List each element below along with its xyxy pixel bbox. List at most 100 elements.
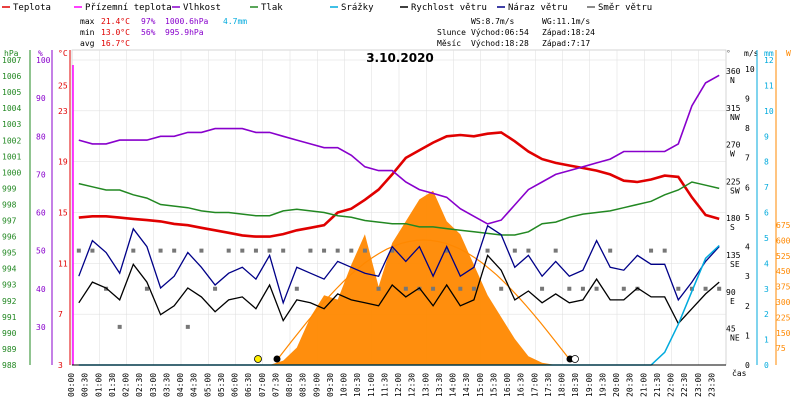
x-tick: 12:30 [408,373,417,397]
wind-dir-point [662,248,667,253]
legend-label-1: Přízemní teplota [85,3,172,13]
solar-tick: 150 [776,329,791,338]
hpa-tick: 1006 [2,72,21,81]
mm-tick: 9 [764,132,769,141]
wind-dir-point [131,248,136,253]
hpa-tick: 1003 [2,120,21,129]
dir-tick-name: W [730,150,735,159]
x-tick: 10:30 [353,373,362,397]
dir-tick-name: S [730,223,735,232]
left-axes: hPa% °C 988 989 990 991 992 993 994 995 996 997 998 9… [2,49,71,370]
x-tick: 01:30 [108,373,117,397]
hpa-tick: 995 [2,249,17,258]
hpa-tick: 991 [2,313,17,322]
x-tick: 07:00 [258,373,267,397]
hpa-tick: 988 [2,361,17,370]
hpa-tick: 996 [2,233,17,242]
x-tick: 11:00 [367,373,376,397]
x-tick: 18:30 [571,373,580,397]
x-tick: 04:00 [176,373,185,397]
wind-wg: WG:11.1m/s [542,17,590,26]
x-tick: 20:00 [612,373,621,397]
x-tick: 18:00 [558,373,567,397]
ms-tick: 8 [745,124,750,133]
wind-dir-point [540,286,545,291]
moonrise-icon [571,355,579,363]
wind-dir-point [403,286,408,291]
pct-tick: 40 [36,285,46,294]
x-tick: 13:00 [421,373,430,397]
wind-dir-point [158,248,163,253]
wind-dir-point [621,286,626,291]
humidity-line [78,74,720,225]
wind-dir-point [362,248,367,253]
hpa-tick: 1000 [2,168,21,177]
dir-tick-val: 360 [726,67,741,76]
hpa-tick: 1004 [2,104,21,113]
x-tick: 13:30 [435,373,444,397]
hpa-tick: 989 [2,345,17,354]
x-tick: 23:00 [694,373,703,397]
moon-label: Měsíc [437,39,461,48]
stat-max-rain: 4.7mm [223,17,247,26]
degc-tick: 15 [58,209,68,218]
degc-tick: 23 [58,107,68,116]
x-tick: 15:00 [476,373,485,397]
pct-tick: 60 [36,209,46,218]
x-tick: 12:00 [394,373,403,397]
x-tick: 16:00 [503,373,512,397]
hpa-tick: 1001 [2,152,21,161]
hpa-tick: 999 [2,184,17,193]
x-tick: 03:00 [149,373,158,397]
wind-dir-point [499,286,504,291]
degc-tick: 3 [58,361,63,370]
x-tick: 16:30 [517,373,526,397]
unit-pct: % [38,49,43,58]
ms-tick: 9 [745,94,750,103]
wind-dir-point [281,248,286,253]
sun-rise: Východ:06:54 [471,28,529,37]
x-tick: 17:00 [530,373,539,397]
wind-dir-point [580,286,585,291]
dir-tick-val: 315 [726,104,741,113]
degc-tick: 19 [58,158,68,167]
x-tick: 04:30 [190,373,199,397]
stat-min-pres: 995.9hPa [165,28,204,37]
dir-tick-name: SE [730,260,740,269]
wind-dir-point [213,286,218,291]
legend-label-6: Náraz větru [508,3,568,13]
wind-dir-point [471,286,476,291]
stat-max-label: max [80,17,95,26]
wind-dir-point [117,324,122,329]
unit-w: W [786,49,791,58]
chart-date: 3.10.2020 [366,51,434,65]
solar-tick: 375 [776,283,791,292]
ms-tick: 1 [745,331,750,340]
wind-dir-point [144,286,149,291]
unit-ms: m/s [744,49,759,58]
stat-avg-label: avg [80,39,95,48]
x-tick: 22:30 [680,373,689,397]
wind-dir-point [567,286,572,291]
hpa-tick: 997 [2,217,17,226]
x-tick: 21:00 [639,373,648,397]
stat-max-temp: 21.4°C [101,17,130,26]
x-tick: 22:00 [667,373,676,397]
pct-tick: 30 [36,323,46,332]
wind-dir-point [226,248,231,253]
wind-dir-point [322,248,327,253]
wind-dir-point [240,248,245,253]
wind-dir-point [267,248,272,253]
x-tick: 06:30 [244,373,253,397]
mm-tick: 3 [764,285,769,294]
moon-set-icon [254,355,262,363]
dir-tick-name: NW [730,113,740,122]
dir-tick-val: 45 [726,325,736,334]
solar-tick: 450 [776,267,791,276]
wind-dir-point [376,286,381,291]
wind-dir-point [594,286,599,291]
wind-dir-point [172,248,177,253]
stat-min-temp: 13.0°C [101,28,130,37]
chart-header: Teplota Přízemní teplota Vlhkost Tlak Srážky… [2,3,652,65]
